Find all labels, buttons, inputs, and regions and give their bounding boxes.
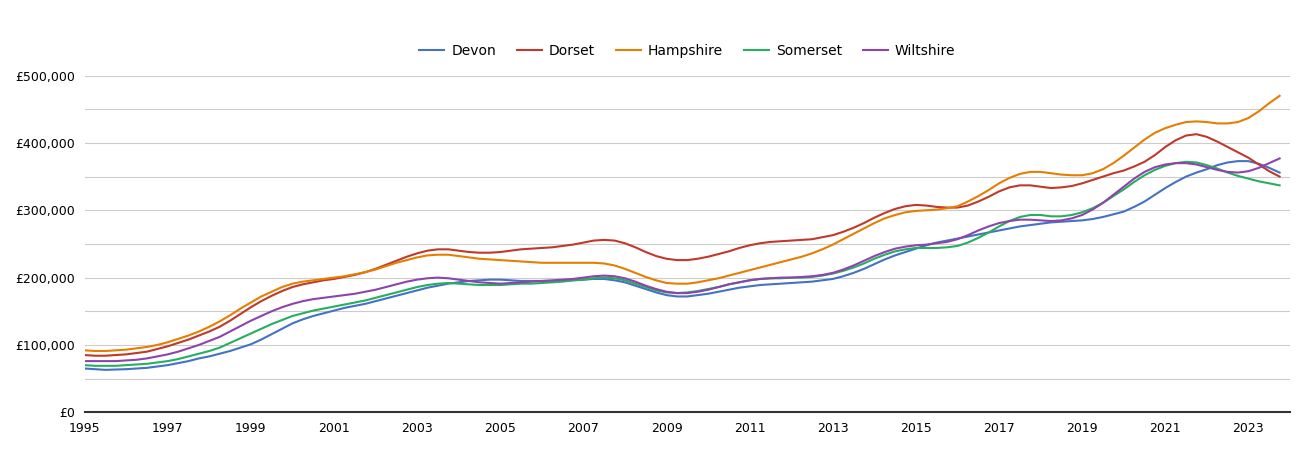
- Legend: Devon, Dorset, Hampshire, Somerset, Wiltshire: Devon, Dorset, Hampshire, Somerset, Wilt…: [414, 39, 960, 64]
- Devon: [1231, 158, 1246, 164]
- Somerset: [87, 363, 103, 369]
- Somerset: [887, 249, 903, 254]
- Devon: [492, 277, 508, 282]
- Hampshire: [77, 348, 93, 353]
- Somerset: [1084, 206, 1100, 211]
- Wiltshire: [1178, 161, 1194, 166]
- Line: Wiltshire: Wiltshire: [85, 158, 1280, 361]
- Hampshire: [1189, 119, 1205, 124]
- Wiltshire: [804, 274, 820, 279]
- Devon: [1189, 170, 1205, 175]
- Devon: [887, 253, 903, 258]
- Dorset: [1272, 174, 1288, 179]
- Somerset: [492, 282, 508, 288]
- Devon: [1084, 216, 1100, 222]
- Line: Dorset: Dorset: [85, 134, 1280, 356]
- Wiltshire: [482, 280, 497, 286]
- Wiltshire: [1074, 212, 1090, 218]
- Wiltshire: [1043, 218, 1058, 224]
- Dorset: [1189, 131, 1205, 137]
- Devon: [77, 366, 93, 371]
- Hampshire: [492, 257, 508, 263]
- Somerset: [1053, 214, 1069, 219]
- Somerset: [1272, 183, 1288, 188]
- Hampshire: [1053, 172, 1069, 177]
- Devon: [814, 278, 830, 283]
- Dorset: [87, 353, 103, 358]
- Wiltshire: [77, 358, 93, 364]
- Line: Hampshire: Hampshire: [85, 96, 1280, 351]
- Line: Devon: Devon: [85, 161, 1280, 370]
- Wiltshire: [877, 249, 893, 255]
- Wiltshire: [1272, 156, 1288, 161]
- Devon: [1272, 170, 1288, 175]
- Devon: [1053, 219, 1069, 225]
- Hampshire: [814, 247, 830, 252]
- Dorset: [1053, 184, 1069, 190]
- Somerset: [1178, 159, 1194, 165]
- Devon: [98, 367, 114, 373]
- Somerset: [1199, 162, 1215, 168]
- Dorset: [814, 234, 830, 240]
- Dorset: [1084, 177, 1100, 183]
- Hampshire: [1272, 93, 1288, 99]
- Dorset: [492, 249, 508, 255]
- Dorset: [77, 352, 93, 358]
- Line: Somerset: Somerset: [85, 162, 1280, 366]
- Dorset: [1199, 134, 1215, 140]
- Somerset: [814, 273, 830, 278]
- Somerset: [77, 362, 93, 368]
- Hampshire: [887, 212, 903, 218]
- Hampshire: [1084, 171, 1100, 176]
- Dorset: [887, 206, 903, 211]
- Hampshire: [87, 348, 103, 354]
